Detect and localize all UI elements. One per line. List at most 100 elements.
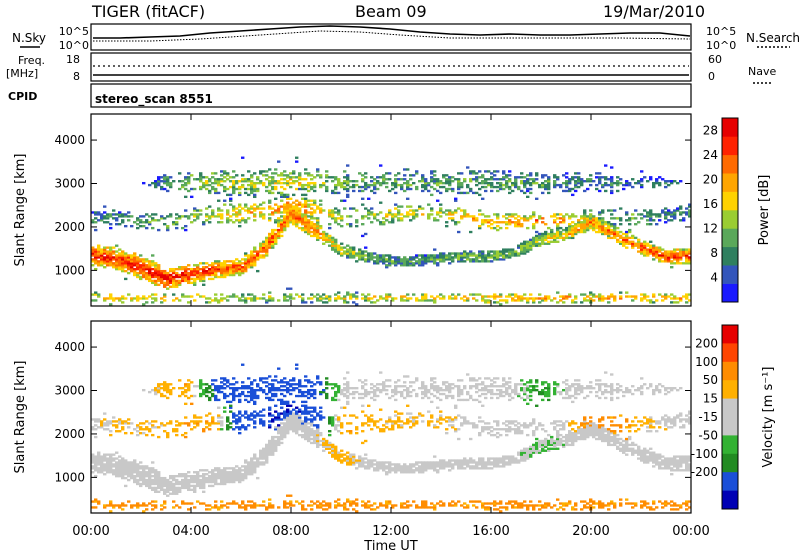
scatter-cell [226,395,229,397]
scatter-cell [241,469,244,471]
scatter-cell [355,184,358,186]
scatter-cell [259,450,262,452]
scatter-cell [145,264,148,266]
scatter-cell [670,260,673,262]
scatter-cell [298,188,301,190]
scatter-cell [157,426,160,428]
freq-panel [91,53,691,81]
scatter-cell [472,170,475,172]
scatter-cell [379,409,382,411]
scatter-cell [352,190,355,192]
scatter-cell [178,215,181,217]
scatter-cell [370,418,373,420]
scatter-cell [601,176,604,178]
scatter-cell [121,219,124,221]
scatter-cell [670,293,673,295]
scatter-cell [271,436,274,438]
scatter-cell [226,506,229,508]
scatter-cell [214,215,217,217]
scatter-cell [412,209,415,211]
scatter-cell [175,420,178,422]
scatter-cell [130,461,133,463]
scatter-cell [511,190,514,192]
scatter-cell [637,180,640,182]
scatter-cell [535,198,538,200]
scatter-cell [310,301,313,303]
scatter-cell [265,186,268,188]
scatter-cell [223,407,226,409]
scatter-cell [280,426,283,428]
scatter-cell [430,295,433,297]
scatter-cell [466,252,469,254]
scatter-cell [241,424,244,426]
scatter-cell [190,395,193,397]
scatter-cell [454,295,457,297]
scatter-cell [304,508,307,510]
scatter-cell [685,301,688,303]
scatter-cell [109,246,112,248]
scatter-cell [244,385,247,387]
scatter-cell [202,383,205,385]
scatter-cell [340,450,343,452]
scatter-cell [169,383,172,385]
scatter-cell [160,508,163,510]
scatter-cell [229,393,232,395]
scatter-cell [277,387,280,389]
scatter-cell [238,416,241,418]
scatter-cell [358,172,361,174]
scatter-cell [319,444,322,446]
scatter-cell [148,422,151,424]
scatter-cell [595,184,598,186]
scatter-cell [346,452,349,454]
scatter-cell [154,213,157,215]
scatter-cell [124,504,127,506]
scatter-cell [277,160,280,162]
power-ylabel: Slant Range [km] [13,154,28,267]
scatter-cell [124,485,127,487]
scatter-cell [259,254,262,256]
scatter-cell [271,297,274,299]
scatter-cell [238,203,241,205]
scatter-cell [181,391,184,393]
scatter-cell [250,293,253,295]
scatter-cell [670,211,673,213]
scatter-cell [226,178,229,180]
scatter-cell [265,299,268,301]
scatter-cell [358,393,361,395]
scatter-cell [211,383,214,385]
scatter-cell [112,469,115,471]
scatter-cell [253,414,256,416]
scatter-cell [283,500,286,502]
scatter-cell [304,395,307,397]
scatter-cell [349,293,352,295]
scatter-cell [232,176,235,178]
scatter-cell [175,213,178,215]
scatter-cell [448,176,451,178]
scatter-cell [346,188,349,190]
scatter-cell [382,424,385,426]
scatter-cell [154,500,157,502]
scatter-cell [406,211,409,213]
scatter-cell [163,299,166,301]
scatter-cell [247,184,250,186]
scatter-cell [355,510,358,512]
scatter-cell [262,213,265,215]
scatter-cell [217,192,220,194]
scatter-cell [97,418,100,420]
scatter-cell [460,182,463,184]
scatter-cell [337,498,340,500]
scatter-cell [610,190,613,192]
scatter-cell [490,176,493,178]
scatter-cell [619,217,622,219]
scatter-cell [193,414,196,416]
scatter-cell [364,457,367,459]
scatter-cell [262,461,265,463]
scatter-cell [478,209,481,211]
scatter-cell [163,477,166,479]
scatter-cell [220,297,223,299]
scatter-cell [115,430,118,432]
scatter-cell [142,295,145,297]
scatter-cell [118,418,121,420]
scatter-cell [205,297,208,299]
scatter-cell [520,223,523,225]
